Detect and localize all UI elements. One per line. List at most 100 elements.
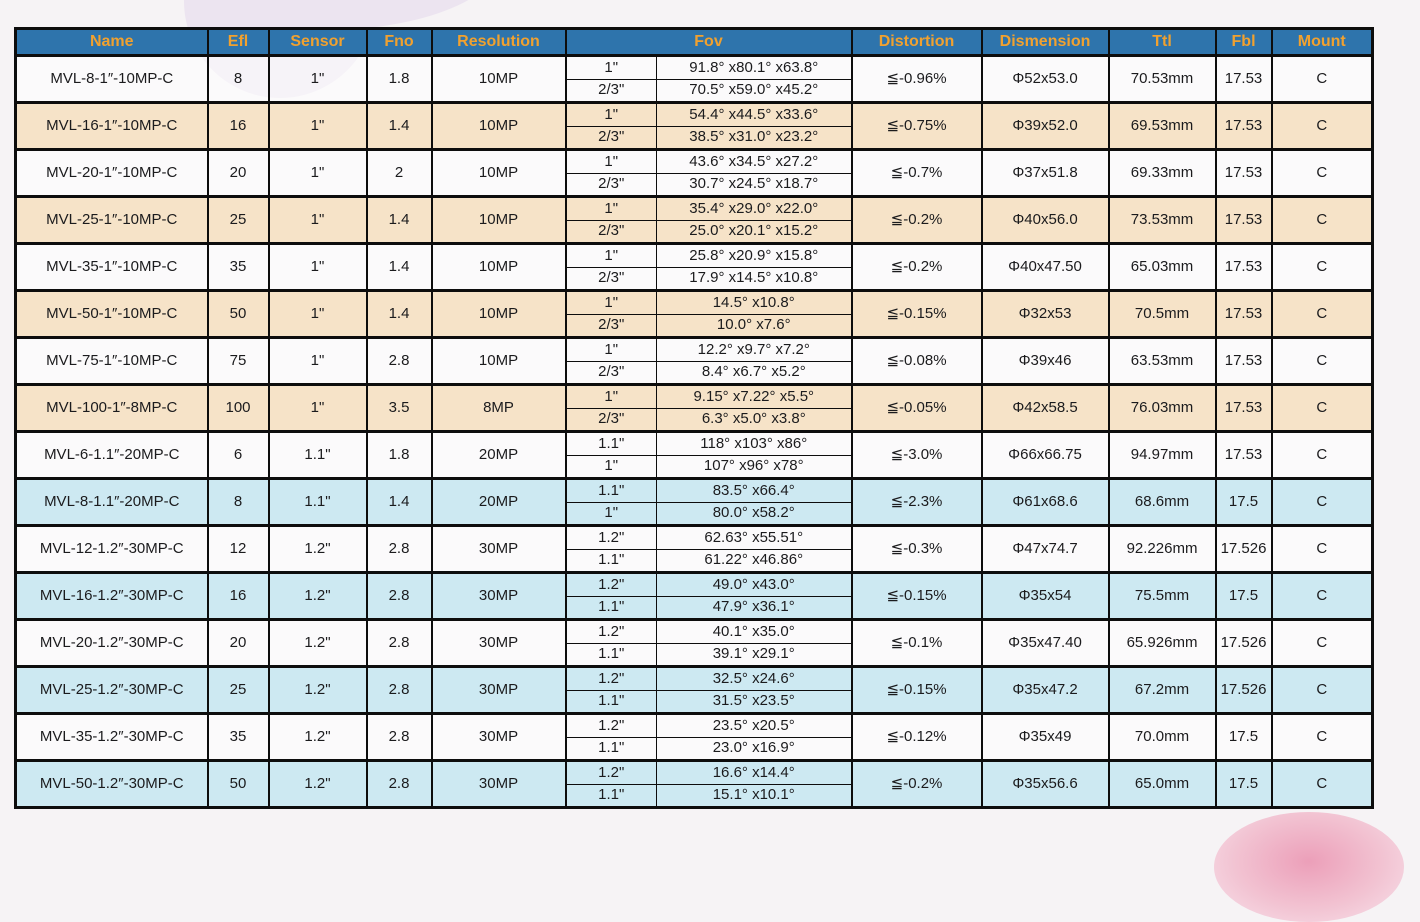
decorative-blob-bottom — [1214, 812, 1404, 922]
cell-mount: C — [1270, 148, 1374, 198]
cell-efl: 25 — [206, 195, 270, 245]
cell-sensor: 1" — [267, 101, 368, 151]
cell-name: MVL-8-1″-10MP-C — [14, 54, 209, 104]
cell-sensor: 1.2" — [267, 759, 368, 809]
cell-resolution: 10MP — [430, 101, 567, 151]
cell-ttl: 69.53mm — [1107, 101, 1217, 151]
cell-fov-angles: 49.0° x43.0° — [655, 571, 853, 597]
cell-fov-size: 1" — [565, 101, 657, 127]
cell-mount: C — [1270, 383, 1374, 433]
cell-fov-angles: 25.8° x20.9° x15.8° — [655, 242, 853, 268]
cell-distortion: ≦-0.2% — [850, 195, 983, 245]
cell-ttl: 70.0mm — [1107, 712, 1217, 762]
cell-fbl: 17.5 — [1214, 712, 1273, 762]
cell-mount: C — [1270, 195, 1374, 245]
cell-sensor: 1" — [267, 242, 368, 292]
cell-efl: 35 — [206, 712, 270, 762]
cell-fno: 1.8 — [365, 54, 433, 104]
table-row: MVL-25-1.2″-30MP-C 25 1.2" 2.8 30MP 1.2" 32.5°… — [14, 665, 1374, 715]
cell-fov-angles: 40.1° x35.0° — [655, 618, 853, 644]
cell-fno: 2.8 — [365, 665, 433, 715]
cell-dismension: Φ37x51.8 — [980, 148, 1110, 198]
cell-fov-angles: 54.4° x44.5° x33.6° — [655, 101, 853, 127]
cell-sensor: 1" — [267, 148, 368, 198]
cell-resolution: 30MP — [430, 571, 567, 621]
cell-fov-size: 1" — [565, 289, 657, 315]
cell-fbl: 17.526 — [1214, 618, 1273, 668]
cell-resolution: 10MP — [430, 336, 567, 386]
table-header: Name Efl Sensor Fno Resolution Fov Disto… — [14, 27, 1374, 57]
cell-fov-angles: 30.7° x24.5° x18.7° — [655, 172, 853, 198]
cell-fov-angles: 8.4° x6.7° x5.2° — [655, 360, 853, 386]
cell-dismension: Φ47x74.7 — [980, 524, 1110, 574]
cell-resolution: 10MP — [430, 148, 567, 198]
cell-mount: C — [1270, 712, 1374, 762]
cell-mount: C — [1270, 54, 1374, 104]
cell-efl: 100 — [206, 383, 270, 433]
cell-fov-angles: 6.3° x5.0° x3.8° — [655, 407, 853, 433]
cell-fno: 2.8 — [365, 618, 433, 668]
cell-dismension: Φ35x47.2 — [980, 665, 1110, 715]
cell-name: MVL-20-1″-10MP-C — [14, 148, 209, 198]
cell-fov-size: 1.2" — [565, 712, 657, 738]
cell-distortion: ≦-0.05% — [850, 383, 983, 433]
table-body: MVL-8-1″-10MP-C 8 1" 1.8 10MP 1" 91.8° x80.1° … — [14, 54, 1374, 809]
cell-distortion: ≦-0.2% — [850, 242, 983, 292]
cell-efl: 50 — [206, 289, 270, 339]
cell-distortion: ≦-0.75% — [850, 101, 983, 151]
table-row: MVL-50-1″-10MP-C 50 1" 1.4 10MP 1" 14.5° x10.8… — [14, 289, 1374, 339]
cell-efl: 12 — [206, 524, 270, 574]
cell-resolution: 30MP — [430, 665, 567, 715]
table-row: MVL-75-1″-10MP-C 75 1" 2.8 10MP 1" 12.2° x9.7°… — [14, 336, 1374, 386]
table-row-fov-second: 1.1" 39.1° x29.1° — [16, 642, 1373, 668]
table-row-fov-second: 2/3" 10.0° x7.6° — [16, 313, 1373, 339]
cell-name: MVL-100-1″-8MP-C — [14, 383, 209, 433]
table-row-fov-second: 2/3" 8.4° x6.7° x5.2° — [16, 360, 1373, 386]
cell-fbl: 17.5 — [1214, 477, 1273, 527]
cell-fbl: 17.53 — [1214, 195, 1273, 245]
table-row: MVL-50-1.2″-30MP-C 50 1.2" 2.8 30MP 1.2" 16.6°… — [14, 759, 1374, 809]
cell-sensor: 1.2" — [267, 618, 368, 668]
cell-dismension: Φ39x46 — [980, 336, 1110, 386]
cell-fov-size: 1.1" — [565, 477, 657, 503]
cell-ttl: 73.53mm — [1107, 195, 1217, 245]
cell-fbl: 17.53 — [1214, 148, 1273, 198]
cell-ttl: 94.97mm — [1107, 430, 1217, 480]
cell-name: MVL-12-1.2″-30MP-C — [14, 524, 209, 574]
cell-fov-size: 2/3" — [565, 360, 657, 386]
cell-sensor: 1" — [267, 336, 368, 386]
cell-distortion: ≦-0.96% — [850, 54, 983, 104]
header-resolution: Resolution — [430, 27, 567, 57]
cell-fov-size: 1.1" — [565, 595, 657, 621]
cell-fno: 2.8 — [365, 571, 433, 621]
cell-mount: C — [1270, 571, 1374, 621]
cell-fov-angles: 25.0° x20.1° x15.2° — [655, 219, 853, 245]
cell-fbl: 17.53 — [1214, 430, 1273, 480]
cell-sensor: 1" — [267, 195, 368, 245]
cell-dismension: Φ40x56.0 — [980, 195, 1110, 245]
cell-fbl: 17.5 — [1214, 759, 1273, 809]
cell-fov-size: 2/3" — [565, 407, 657, 433]
cell-ttl: 75.5mm — [1107, 571, 1217, 621]
cell-ttl: 92.226mm — [1107, 524, 1217, 574]
table-row-fov-second: 1" 107° x96° x78° — [16, 454, 1373, 480]
cell-mount: C — [1270, 665, 1374, 715]
cell-fov-angles: 80.0° x58.2° — [655, 501, 853, 527]
cell-fov-angles: 118° x103° x86° — [655, 430, 853, 456]
cell-resolution: 8MP — [430, 383, 567, 433]
cell-fov-size: 1.1" — [565, 548, 657, 574]
cell-distortion: ≦-0.15% — [850, 665, 983, 715]
cell-resolution: 30MP — [430, 618, 567, 668]
table-row-fov-second: 2/3" 6.3° x5.0° x3.8° — [16, 407, 1373, 433]
cell-distortion: ≦-2.3% — [850, 477, 983, 527]
cell-ttl: 67.2mm — [1107, 665, 1217, 715]
table-row: MVL-35-1″-10MP-C 35 1" 1.4 10MP 1" 25.8° x20.9… — [14, 242, 1374, 292]
table-row-fov-second: 1.1" 61.22° x46.86° — [16, 548, 1373, 574]
cell-resolution: 20MP — [430, 477, 567, 527]
cell-distortion: ≦-0.15% — [850, 571, 983, 621]
table-row-fov-second: 1.1" 23.0° x16.9° — [16, 736, 1373, 762]
cell-name: MVL-16-1.2″-30MP-C — [14, 571, 209, 621]
table-row: MVL-20-1″-10MP-C 20 1" 2 10MP 1" 43.6° x34.5° … — [14, 148, 1374, 198]
cell-mount: C — [1270, 430, 1374, 480]
cell-fbl: 17.526 — [1214, 524, 1273, 574]
